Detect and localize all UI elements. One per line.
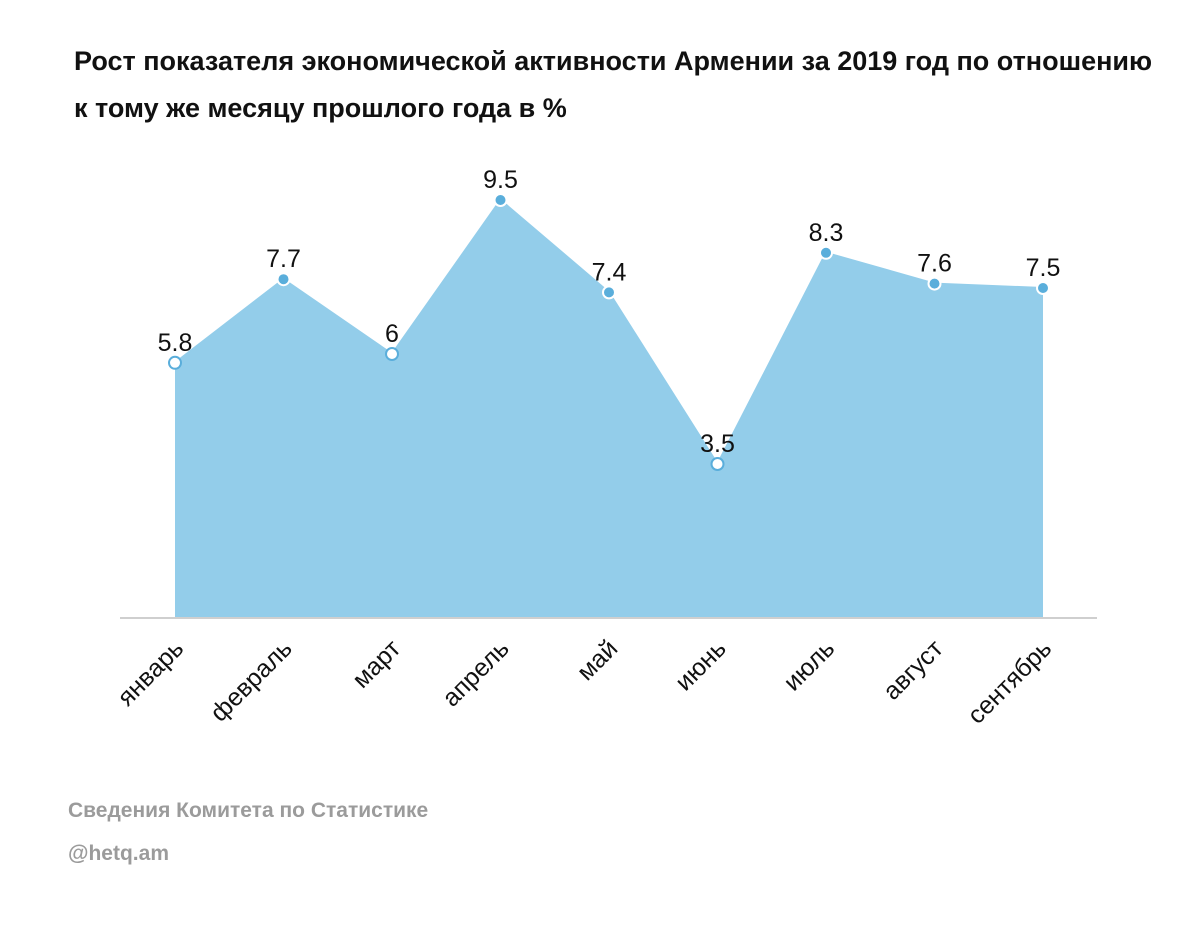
x-tick-label-январь: январь — [112, 634, 189, 711]
data-label-апрель: 9.5 — [483, 166, 518, 194]
chart-title: Рост показателя экономической активности… — [74, 46, 1153, 123]
data-label-май: 7.4 — [592, 258, 627, 286]
data-point-июнь — [710, 457, 725, 471]
data-label-август: 7.6 — [917, 250, 952, 278]
data-point-сентябрь — [1036, 281, 1050, 295]
data-label-июль: 8.3 — [809, 219, 844, 247]
data-label-март: 6 — [385, 320, 399, 348]
source-handle: @hetq.am — [68, 842, 169, 865]
x-tick-label-февраль: февраль — [205, 634, 298, 727]
data-point-май — [602, 285, 616, 300]
x-tick-label-июль: июль — [778, 634, 840, 696]
x-tick-label-июнь: июнь — [670, 634, 732, 696]
data-point-апрель — [493, 193, 508, 207]
area-series — [175, 200, 1043, 618]
x-tick-label-апрель: апрель — [437, 634, 515, 712]
data-point-февраль — [276, 272, 291, 287]
data-labels: 5.8 7.7 6 9.5 7.4 3.5 8.3 7.6 7.5 — [158, 166, 1061, 458]
source-note: Сведения Комитета по Статистике — [68, 799, 429, 822]
x-tick-labels: январь февраль март апрель май июнь июль август… — [112, 634, 1057, 729]
data-point-июль — [819, 245, 833, 260]
x-tick-label-май: май — [572, 634, 624, 686]
data-markers — [168, 193, 1050, 471]
data-label-сентябрь: 7.5 — [1026, 254, 1061, 282]
x-tick-label-август: август — [878, 634, 949, 705]
data-point-январь — [168, 355, 182, 370]
data-point-август — [927, 276, 942, 291]
data-label-июнь: 3.5 — [700, 430, 735, 458]
data-label-февраль: 7.7 — [266, 245, 301, 273]
x-tick-label-сентябрь: сентябрь — [962, 634, 1057, 729]
data-point-март — [385, 347, 399, 361]
data-label-январь: 5.8 — [158, 329, 193, 357]
x-tick-label-март: март — [347, 634, 407, 694]
